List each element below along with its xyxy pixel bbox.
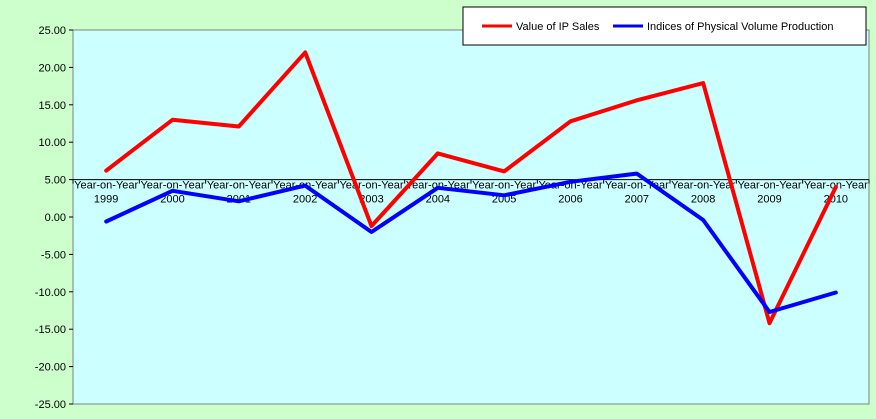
y-tick-label: -5.00 [41, 249, 66, 261]
x-tick-label: Year-on-Year 1999 [74, 180, 138, 206]
legend-label-value-of-ip-sales: Value of IP Sales [516, 21, 600, 33]
y-tick-label: 20.00 [38, 62, 66, 74]
y-tick-label: -15.00 [35, 324, 66, 336]
series-group [104, 50, 838, 326]
y-tick-label: 10.00 [38, 137, 66, 149]
x-tick-label: Year-on-Year 2006 [538, 180, 602, 206]
y-tick-label: -25.00 [35, 399, 66, 411]
x-tick-label: Year-on-Year 2000 [140, 180, 204, 206]
plot-area [72, 29, 870, 405]
y-tick-label: -10.00 [35, 287, 66, 299]
legend-label-indices-of-physical-volume-production: Indices of Physical Volume Production [647, 21, 834, 33]
x-tick-label: Year-on-Year 2009 [737, 180, 801, 206]
series-line-indices-of-physical-volume-production [104, 171, 838, 314]
y-axis: 25.00 20.00 15.00 10.00 5.00 0.00 -5.00 -10.00 -… [35, 25, 73, 411]
y-tick-label: 5.00 [45, 175, 66, 187]
legend-box [462, 6, 867, 46]
legend: Value of IP Sales Indices of Physical Vo… [462, 6, 867, 46]
y-tick-label: 0.00 [45, 212, 66, 224]
series-line-value-of-ip-sales [104, 50, 838, 326]
x-tick-label: Year-on-Year 2008 [671, 180, 735, 206]
y-tick-label: 25.00 [38, 25, 66, 37]
y-tick-label: 15.00 [38, 100, 66, 112]
y-tick-label: -20.00 [35, 362, 66, 374]
x-tick-label: Year-on-Year 2005 [472, 180, 536, 206]
